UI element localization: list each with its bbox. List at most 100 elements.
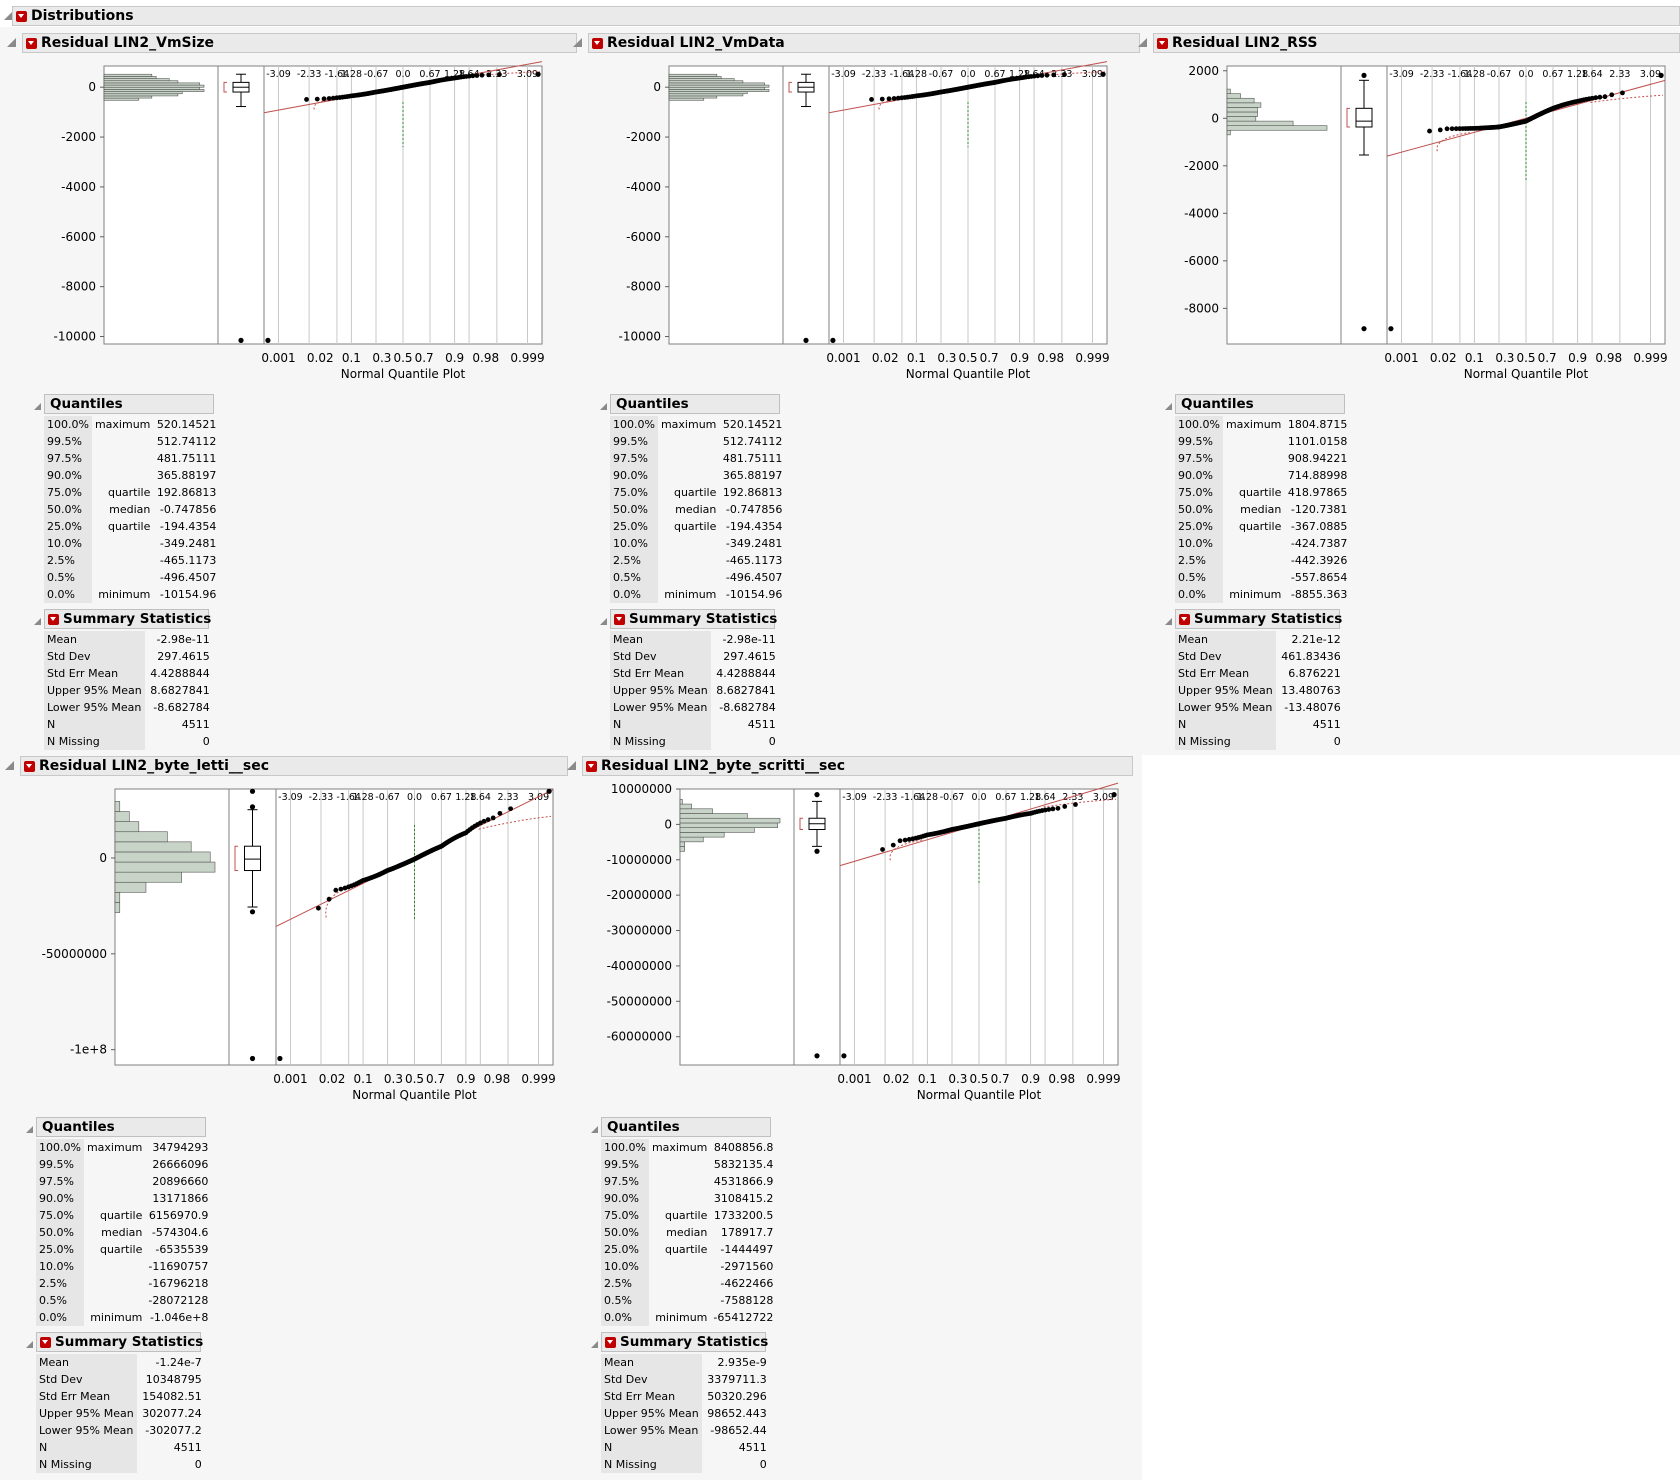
quantile-point [1044,72,1050,78]
quantiles-header[interactable]: Quantiles [601,1117,771,1137]
red-triangle-menu-icon[interactable] [26,38,37,49]
red-triangle-menu-icon[interactable] [40,1337,51,1348]
distributions-header[interactable]: Distributions [12,6,1680,26]
quantiles-disclosure-icon[interactable] [26,1126,33,1133]
z-tick-label: -3.09 [266,69,291,80]
quantile-name: minimum [98,588,151,601]
summary-value: 0 [768,735,776,748]
quantiles-disclosure-icon[interactable] [591,1126,598,1133]
histogram-bar [1226,93,1241,99]
quantile-p: 10.0% [610,535,658,552]
summary-statistics-header[interactable]: Summary Statistics [601,1332,768,1352]
quantiles-disclosure-icon[interactable] [600,403,607,410]
summary-statistics-header[interactable]: Summary Statistics [1175,609,1342,629]
quantile-point [1593,95,1599,101]
summary-name: Std Err Mean [44,665,145,682]
probability-tick-label: 0.98 [1595,351,1622,365]
red-triangle-menu-icon[interactable] [614,614,625,625]
quantile-value: 192.86813 [156,486,217,499]
panel-header-residual-lin2-vmsize[interactable]: Residual LIN2_VmSize [22,33,577,53]
table-row: Mean 2.935e-9 [601,1354,770,1371]
panel-header-residual-lin2-byte-letti-sec[interactable]: Residual LIN2_byte_letti__sec [20,756,568,776]
z-tick-label: -2.33 [873,792,898,803]
quantile-point [326,96,332,101]
quantile-name: minimum [664,588,717,601]
z-tick-label: -1.64 [1448,69,1473,80]
red-triangle-menu-icon[interactable] [16,11,27,22]
quantiles-header[interactable]: Quantiles [44,394,214,414]
table-row: Std Dev 297.4615 [44,648,213,665]
panel-disclosure-icon[interactable] [7,38,16,47]
summary-statistics-header[interactable]: Summary Statistics [44,609,211,629]
histogram-bar [668,91,748,95]
table-row: Std Dev 10348795 [36,1371,205,1388]
red-triangle-menu-icon[interactable] [1179,614,1190,625]
panel-disclosure-icon[interactable] [567,761,576,770]
summary-name: Mean [44,631,145,648]
quantile-p: 25.0% [610,518,658,535]
quantile-p: 100.0% [610,416,658,433]
quantile-point [841,1053,847,1059]
summary-name: Lower 95% Mean [610,699,711,716]
panel-header-residual-lin2-byte-scritti-sec[interactable]: Residual LIN2_byte_scritti__sec [582,756,1133,776]
quantile-name [649,1275,710,1292]
quantiles-header[interactable]: Quantiles [36,1117,206,1137]
quantile-value: 26666096 [152,1158,209,1171]
table-row: 0.5% -7588128 [601,1292,776,1309]
red-triangle-menu-icon[interactable] [1157,38,1168,49]
table-row: 99.5% 5832135.4 [601,1156,776,1173]
y-tick-label: 0 [664,817,672,831]
outline-disclosure-icon[interactable] [4,11,13,20]
panel-header-residual-lin2-rss[interactable]: Residual LIN2_RSS [1153,33,1680,53]
summary-name: N Missing [601,1456,702,1473]
quantile-name [92,450,153,467]
quantiles-header[interactable]: Quantiles [610,394,780,414]
quantile-name: quartile [107,486,151,499]
red-triangle-menu-icon[interactable] [592,38,603,49]
red-triangle-menu-icon[interactable] [48,614,59,625]
summary-disclosure-icon[interactable] [26,1341,33,1348]
quantiles-disclosure-icon[interactable] [34,403,41,410]
panel-title: Residual LIN2_byte_scritti__sec [601,758,846,774]
summary-disclosure-icon[interactable] [591,1341,598,1348]
table-row: Upper 95% Mean 302077.24 [36,1405,205,1422]
quantile-value: -10154.96 [725,588,783,601]
panel-header-residual-lin2-vmdata[interactable]: Residual LIN2_VmData [588,33,1140,53]
outlier-point [1361,72,1367,78]
table-row: 100.0% maximum 1804.8715 [1175,416,1350,433]
summary-statistics-header[interactable]: Summary Statistics [36,1332,203,1352]
quantiles-disclosure-icon[interactable] [1165,403,1172,410]
quantile-name: median [101,1226,143,1239]
summary-disclosure-icon[interactable] [34,618,41,625]
summary-disclosure-icon[interactable] [1165,618,1172,625]
z-tick-label: 0.0 [1518,69,1533,80]
panel-disclosure-icon[interactable] [573,38,582,47]
quantile-value: 908.94221 [1287,452,1348,465]
quantile-name [658,433,719,450]
outlier-point [249,1055,256,1062]
summary-disclosure-icon[interactable] [600,618,607,625]
table-row: N Missing 0 [601,1456,770,1473]
red-triangle-menu-icon[interactable] [24,761,35,772]
panel-disclosure-icon[interactable] [5,761,14,770]
summary-statistics-header[interactable]: Summary Statistics [610,609,777,629]
histogram-bar [103,86,200,90]
quantiles-header[interactable]: Quantiles [1175,394,1345,414]
quantile-point [481,818,487,824]
quantile-p: 75.0% [44,484,92,501]
panel-disclosure-icon[interactable] [1138,38,1147,47]
table-row: 97.5% 481.75111 [610,450,785,467]
quantile-point [1055,805,1061,811]
table-row: 75.0% quartile 192.86813 [610,484,785,501]
quantile-name [84,1190,145,1207]
summary-name: N [36,1439,137,1456]
red-triangle-menu-icon[interactable] [586,761,597,772]
red-triangle-menu-icon[interactable] [605,1337,616,1348]
quantile-name: minimum [1229,588,1282,601]
z-tick-label: 0.67 [431,792,452,803]
summary-value: -13.48076 [1284,701,1341,714]
table-row: 100.0% maximum 34794293 [36,1139,211,1156]
quantile-name: median [666,1226,708,1239]
quantile-name [658,569,719,586]
table-row: 0.5% -557.8654 [1175,569,1350,586]
